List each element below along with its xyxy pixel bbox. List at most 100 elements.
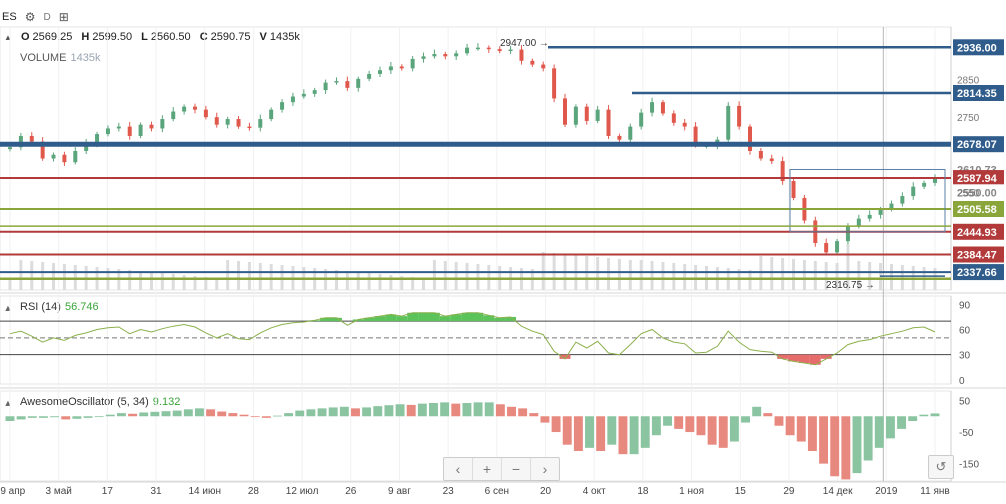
ao-bar [919, 414, 929, 417]
ao-bar [540, 416, 550, 423]
volume-bar [628, 260, 632, 290]
ao-bar [161, 411, 171, 417]
volume-bar [269, 264, 273, 290]
h-label: H [81, 31, 90, 43]
ao-legend: AwesomeOscillator (5, 34) 9.132 [20, 396, 180, 408]
reset-chart-button[interactable]: ↺ [928, 455, 954, 479]
rsi-overbought-fill [374, 316, 386, 322]
ao-bar [373, 406, 383, 417]
v-label: V [259, 31, 267, 43]
symbol-label[interactable]: ES [2, 11, 17, 23]
ao-bar [529, 413, 539, 417]
triangle-up-icon[interactable]: ▲ [4, 33, 12, 42]
ao-bar [27, 416, 37, 418]
ao-bar [507, 406, 516, 417]
candle-body [323, 82, 328, 91]
candle-body [617, 135, 622, 140]
candle-body [388, 66, 393, 71]
volume-bar [454, 262, 458, 290]
candle-body [290, 96, 295, 103]
candle-body [475, 47, 480, 50]
zoom-out-button[interactable]: − [502, 458, 531, 480]
ao-bar [618, 416, 628, 455]
rsi-value: 56.746 [64, 301, 99, 313]
candle-body [769, 158, 774, 162]
ao-bar [807, 416, 817, 451]
ao-bar [128, 413, 138, 417]
candle-body [182, 106, 187, 112]
candle-body [258, 119, 263, 128]
candle-body [345, 81, 350, 88]
trough-annotation: 2316.75 → [826, 280, 875, 291]
volume-bar [41, 262, 45, 290]
ao-bar [50, 416, 60, 418]
volume-bar [835, 263, 839, 290]
candle-body [378, 70, 382, 74]
candle-body [432, 54, 437, 57]
ao-bar [874, 416, 884, 448]
candle-body [563, 98, 567, 125]
ao-bar [105, 414, 115, 417]
volume-bar [846, 245, 850, 290]
timeframe-label[interactable]: D [43, 11, 51, 23]
volume-bar [182, 275, 186, 290]
x-tick-label: 12 июл [286, 486, 319, 497]
candle-body [149, 124, 154, 129]
zoom-in-button[interactable]: + [473, 458, 502, 480]
ao-bar [94, 416, 104, 418]
candle-body [454, 53, 459, 57]
price-level-label: 2814.35 [957, 88, 997, 100]
scroll-right-button[interactable]: › [542, 461, 548, 477]
volume-bar [345, 271, 349, 290]
l-label: L [141, 31, 148, 43]
rsi-oversold-fill [559, 354, 571, 359]
candle-body [127, 126, 132, 136]
ao-bar [183, 409, 193, 417]
candle-body [606, 109, 611, 136]
gear-icon[interactable]: ⚙ [24, 10, 36, 24]
volume-bar [204, 277, 208, 290]
ao-bar [328, 407, 338, 417]
rsi-overbought-fill [450, 314, 462, 322]
x-tick-label: 15 [735, 486, 747, 497]
rsi-label: RSI (14) [20, 301, 61, 313]
ao-bar [741, 416, 750, 423]
ao-bar [261, 416, 271, 418]
ao-bar [908, 416, 918, 421]
ao-bar [763, 413, 773, 417]
ao-bar [384, 405, 394, 417]
chart-toolbar: ES ⚙ D ⊞ [2, 10, 69, 24]
x-tick-label: 14 дек [823, 486, 853, 497]
ao-bar [306, 409, 316, 417]
ao-collapse-icon[interactable]: ▲ [3, 398, 13, 408]
volume-bar [128, 270, 132, 290]
v-value: 1435k [269, 31, 300, 43]
candle-body [138, 124, 143, 136]
candle-body [443, 54, 448, 57]
rsi-legend: RSI (14) 56.746 [20, 301, 99, 313]
add-compare-icon[interactable]: ⊞ [58, 10, 69, 24]
volume-bar [781, 258, 785, 290]
rsi-overbought-fill [396, 316, 408, 322]
ao-bar [897, 416, 907, 429]
x-tick-label: 26 [345, 486, 357, 497]
scroll-left-button[interactable]: ‹ [444, 458, 473, 480]
candle-body [247, 126, 252, 129]
ao-bar [72, 416, 82, 419]
ao-bar [462, 403, 472, 417]
candle-body [62, 154, 67, 163]
candle-body [40, 141, 45, 159]
volume-bar [8, 278, 12, 290]
rsi-overbought-fill [407, 312, 419, 322]
candle-body [835, 241, 840, 253]
rsi-collapse-icon[interactable]: ▲ [3, 303, 13, 313]
volume-bar [237, 261, 241, 290]
x-tick-label: 18 [637, 486, 649, 497]
rsi-overbought-fill [352, 319, 364, 322]
candle-body [312, 90, 317, 94]
x-tick-label: 29 [783, 486, 795, 497]
candle-body [225, 119, 230, 125]
candle-body [214, 117, 219, 125]
volume-bar [889, 264, 893, 290]
